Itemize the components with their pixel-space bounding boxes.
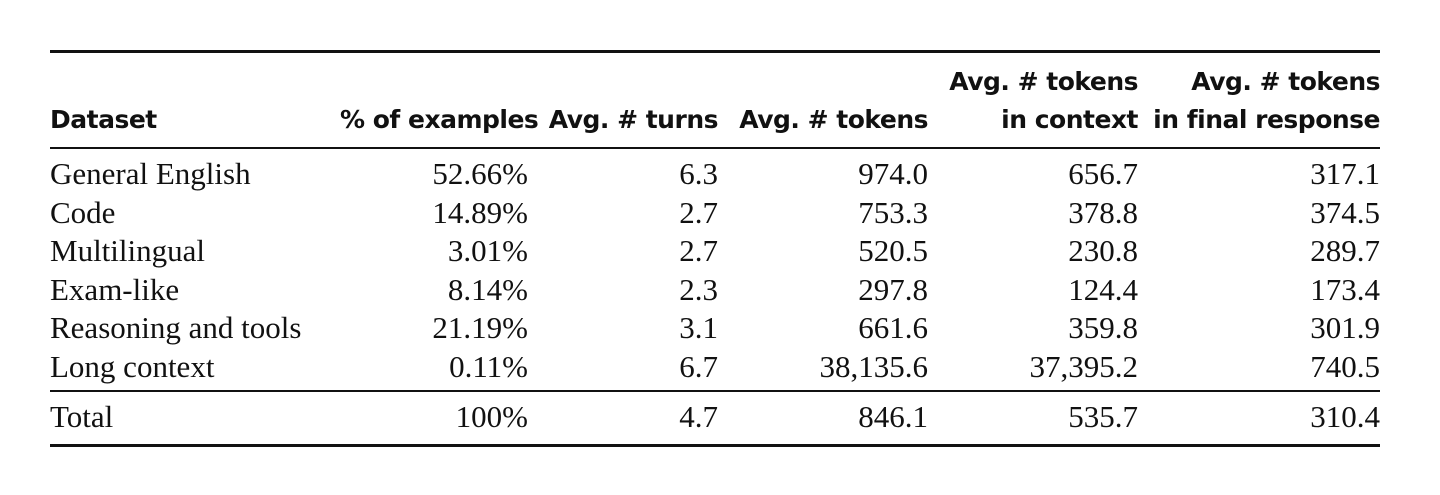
- cell-total-avg-tokens-context: 535.7: [1068, 399, 1138, 434]
- cell-percent-examples: 0.11%: [449, 348, 528, 384]
- cell-percent-examples: 14.89%: [432, 194, 528, 230]
- cell-avg-tokens: 520.5: [858, 233, 928, 269]
- header-percent-examples: % of examples: [340, 105, 539, 134]
- table-footer: Total 100% 4.7 846.1 535.7 310.4: [50, 391, 1380, 446]
- cell-avg-turns: 2.7: [679, 233, 718, 269]
- cell-percent-examples: 21.19%: [432, 310, 528, 346]
- header-dataset: Dataset: [50, 105, 157, 134]
- cell-avg-turns: 6.7: [679, 348, 718, 384]
- header-avg-turns: Avg. # turns: [548, 105, 719, 134]
- cell-total-avg-tokens-final-response: 310.4: [1310, 399, 1380, 434]
- cell-avg-turns: 3.1: [679, 310, 718, 346]
- dataset-statistics-table: Dataset % of examples Avg. # turns Avg. …: [50, 50, 1380, 447]
- table-row: General English 52.66% 6.3 974.0 656.7 3…: [50, 148, 1380, 194]
- cell-avg-tokens: 297.8: [858, 271, 928, 307]
- cell-dataset: General English: [50, 156, 251, 192]
- header-avg-tokens-final-response: Avg. # tokens in final response: [1153, 67, 1380, 134]
- cell-dataset: Code: [50, 194, 116, 230]
- table-row: Exam-like 8.14% 2.3 297.8 124.4 173.4: [50, 271, 1380, 310]
- cell-total-avg-tokens: 846.1: [858, 399, 928, 434]
- cell-dataset: Multilingual: [50, 233, 205, 269]
- cell-avg-turns: 6.3: [679, 156, 718, 192]
- cell-dataset: Exam-like: [50, 271, 180, 307]
- cell-avg-tokens-final-response: 740.5: [1310, 348, 1380, 384]
- table-row: Multilingual 3.01% 2.7 520.5 230.8 289.7: [50, 232, 1380, 271]
- table-body: General English 52.66% 6.3 974.0 656.7 3…: [50, 148, 1380, 391]
- table-row: Long context 0.11% 6.7 38,135.6 37,395.2…: [50, 348, 1380, 392]
- cell-avg-turns: 2.3: [679, 271, 718, 307]
- cell-percent-examples: 3.01%: [447, 233, 528, 269]
- cell-avg-tokens-final-response: 374.5: [1310, 194, 1380, 230]
- table-row: Reasoning and tools 21.19% 3.1 661.6 359…: [50, 309, 1380, 348]
- cell-avg-tokens-context: 656.7: [1068, 156, 1138, 192]
- cell-avg-tokens: 661.6: [858, 310, 928, 346]
- cell-avg-tokens-final-response: 289.7: [1310, 233, 1380, 269]
- cell-dataset: Reasoning and tools: [50, 310, 302, 346]
- dataset-statistics-table-container: Dataset % of examples Avg. # turns Avg. …: [50, 50, 1380, 447]
- cell-avg-tokens: 753.3: [858, 194, 928, 230]
- total-row: Total 100% 4.7 846.1 535.7 310.4: [50, 391, 1380, 446]
- cell-avg-tokens: 38,135.6: [819, 348, 929, 384]
- cell-avg-tokens-final-response: 173.4: [1310, 271, 1380, 307]
- cell-total-avg-turns: 4.7: [679, 399, 718, 434]
- cell-dataset: Long context: [50, 348, 215, 384]
- header-avg-tokens-context: Avg. # tokens in context: [949, 67, 1138, 134]
- table-row: Code 14.89% 2.7 753.3 378.8 374.5: [50, 194, 1380, 233]
- table-header: Dataset % of examples Avg. # turns Avg. …: [50, 51, 1380, 148]
- cell-avg-turns: 2.7: [679, 194, 718, 230]
- cell-percent-examples: 52.66%: [432, 156, 528, 192]
- cell-total-label: Total: [50, 399, 114, 434]
- cell-avg-tokens-final-response: 317.1: [1310, 156, 1380, 192]
- cell-avg-tokens: 974.0: [858, 156, 928, 192]
- header-row: Dataset % of examples Avg. # turns Avg. …: [50, 51, 1380, 148]
- header-avg-tokens: Avg. # tokens: [739, 105, 928, 134]
- cell-avg-tokens-context: 378.8: [1068, 194, 1138, 230]
- cell-percent-examples: 8.14%: [447, 271, 528, 307]
- cell-avg-tokens-final-response: 301.9: [1310, 310, 1380, 346]
- cell-total-percent-examples: 100%: [455, 399, 528, 434]
- cell-avg-tokens-context: 37,395.2: [1029, 348, 1139, 384]
- cell-avg-tokens-context: 359.8: [1068, 310, 1138, 346]
- cell-avg-tokens-context: 230.8: [1068, 233, 1138, 269]
- cell-avg-tokens-context: 124.4: [1068, 271, 1138, 307]
